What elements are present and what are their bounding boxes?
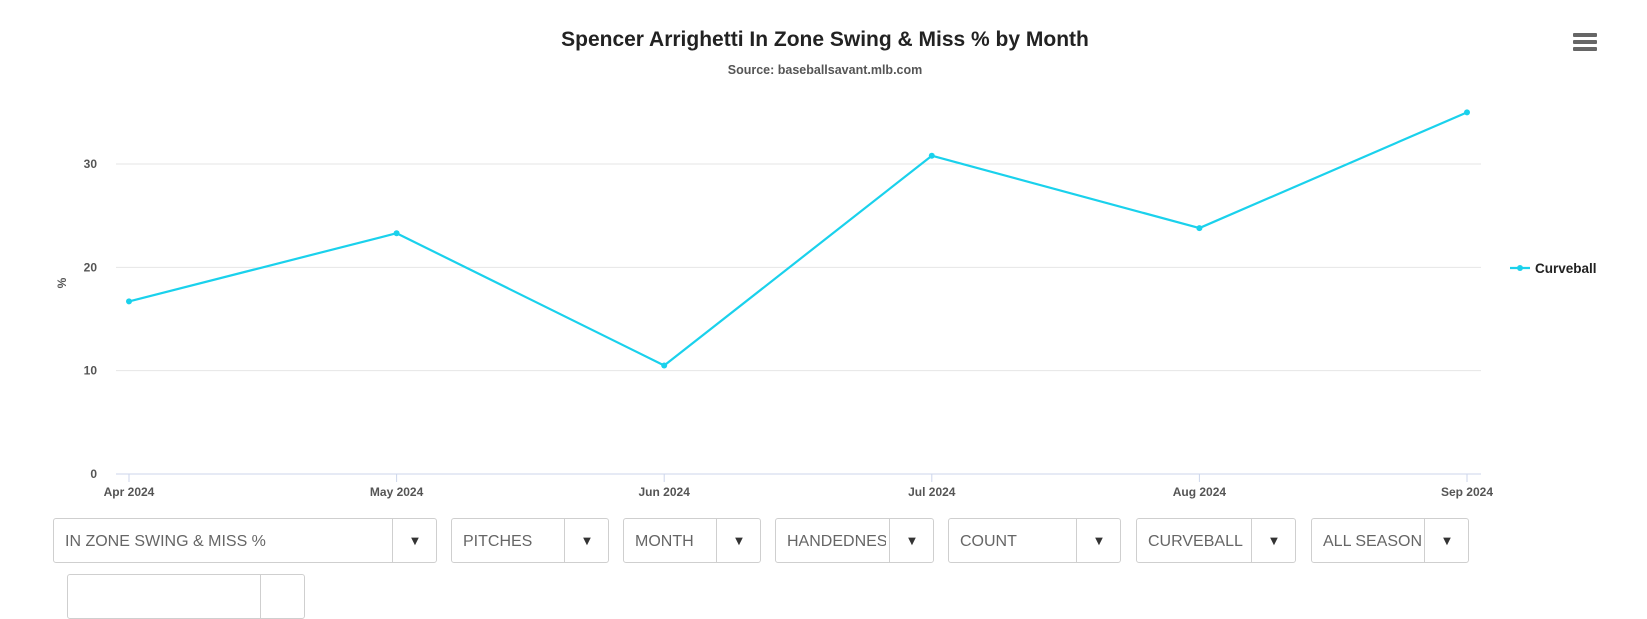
metric-select[interactable]: IN ZONE SWING & MISS % ▼ <box>53 518 437 563</box>
data-point[interactable] <box>1196 225 1203 232</box>
x-tick-label: Apr 2024 <box>104 485 155 499</box>
chevron-down-icon[interactable]: ▼ <box>1270 536 1278 547</box>
chart-title: Spencer Arrighetti In Zone Swing & Miss … <box>561 28 1089 51</box>
y-axis-label: % <box>55 277 69 288</box>
metric-select-value: IN ZONE SWING & MISS % <box>65 533 266 550</box>
dropdown-divider <box>1076 519 1077 562</box>
chevron-down-icon[interactable]: ▼ <box>1095 536 1103 547</box>
series-line[interactable] <box>128 111 1468 367</box>
data-point[interactable] <box>393 230 400 237</box>
data-point[interactable] <box>661 362 668 369</box>
extra-select[interactable] <box>67 574 305 619</box>
type-select[interactable]: PITCHES ▼ <box>451 518 609 563</box>
chart-subtitle: Source: baseballsavant.mlb.com <box>728 63 923 77</box>
chevron-down-icon[interactable]: ▼ <box>908 536 916 547</box>
season-select[interactable]: ALL SEASONS ▼ <box>1311 518 1469 563</box>
data-point[interactable] <box>1464 109 1470 116</box>
data-point[interactable] <box>126 298 132 305</box>
y-tick-label: 30 <box>84 157 98 171</box>
dropdown-divider <box>1424 519 1425 562</box>
pitch-type-select-value: CURVEBALL <box>1148 533 1243 550</box>
handedness-select[interactable]: HANDEDNESS ▼ <box>775 518 934 563</box>
group-select-value: MONTH <box>635 533 694 550</box>
x-axis-ticks: Apr 2024 May 2024 Jun 2024 Jul 2024 Aug 2024… <box>104 474 1493 499</box>
legend-item-label[interactable]: Curveball <box>1535 261 1597 276</box>
y-tick-label: 10 <box>84 364 98 378</box>
count-select-value: COUNT <box>960 533 1017 550</box>
series[interactable] <box>126 109 1470 369</box>
dropdown-divider <box>716 519 717 562</box>
x-tick-label: Sep 2024 <box>1441 485 1493 499</box>
dropdown-divider <box>564 519 565 562</box>
dropdown-divider <box>1251 519 1252 562</box>
chevron-down-icon[interactable]: ▼ <box>1443 536 1451 547</box>
grid <box>116 163 1481 372</box>
x-tick-label: Aug 2024 <box>1173 485 1227 499</box>
x-tick-label: Jun 2024 <box>639 485 691 499</box>
y-tick-label: 20 <box>84 260 98 274</box>
data-point[interactable] <box>928 152 935 159</box>
chevron-down-icon[interactable]: ▼ <box>583 536 591 547</box>
group-select[interactable]: MONTH ▼ <box>623 518 761 563</box>
handedness-select-value: HANDEDNESS <box>787 533 886 550</box>
dropdown-divider <box>260 575 261 618</box>
dropdown-divider <box>392 519 393 562</box>
legend[interactable]: Curveball <box>1510 261 1597 276</box>
y-tick-label: 0 <box>90 467 97 481</box>
pitch-type-select[interactable]: CURVEBALL ▼ <box>1136 518 1296 563</box>
y-axis-ticks: 0 10 20 30 <box>84 157 98 481</box>
season-select-value: ALL SEASONS <box>1323 533 1421 550</box>
dropdown-divider <box>889 519 890 562</box>
chart: Spencer Arrighetti In Zone Swing & Miss … <box>55 28 1597 499</box>
legend-symbol-marker[interactable] <box>1517 265 1523 271</box>
count-select[interactable]: COUNT ▼ <box>948 518 1121 563</box>
chevron-down-icon[interactable]: ▼ <box>735 536 743 547</box>
type-select-value: PITCHES <box>463 533 533 550</box>
chevron-down-icon[interactable]: ▼ <box>411 536 419 547</box>
x-tick-label: May 2024 <box>370 485 424 499</box>
x-tick-label: Jul 2024 <box>908 485 956 499</box>
hamburger-menu-icon[interactable] <box>1573 33 1597 55</box>
